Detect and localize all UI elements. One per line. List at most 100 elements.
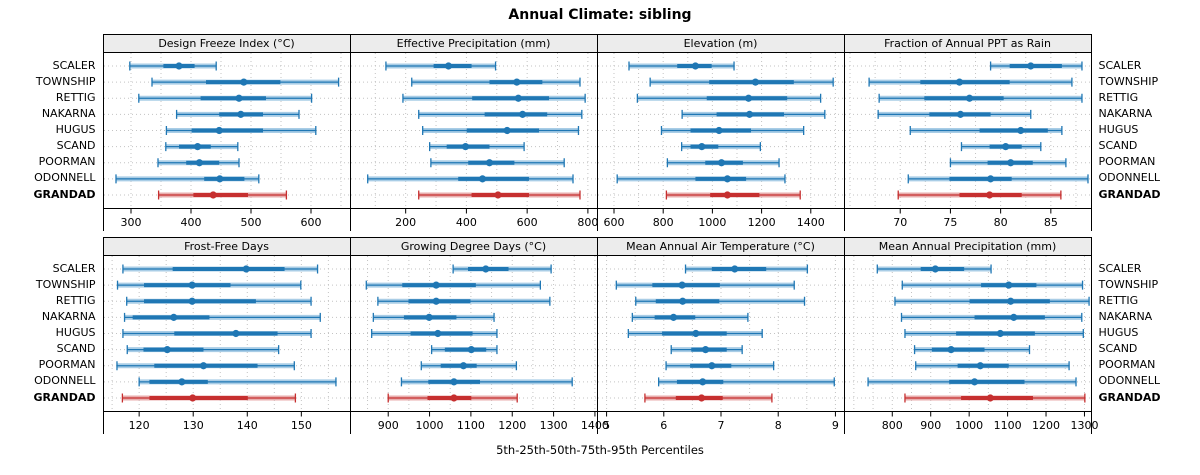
tick-label: 1200 — [1032, 419, 1060, 432]
tick-label: 400 — [455, 216, 476, 229]
row-label-hugus: HUGUS — [1098, 326, 1139, 339]
panel-row-top: SCALER TOWNSHIP RETTIG NAKARNA HUGUS SCAND POO… — [0, 34, 1200, 231]
x-axis: 600 800 1000 1200 1400 — [598, 209, 844, 231]
row-label-poorman: POORMAN — [38, 358, 96, 372]
panel-strip-title: Effective Precipitation (mm) — [350, 34, 597, 53]
interval-row-grandad — [121, 393, 296, 403]
x-axis: 900 1000 1100 1200 1300 1400 — [351, 412, 608, 434]
row-label-scand: SCAND — [1098, 342, 1138, 356]
plot-area — [350, 53, 597, 209]
interval-row-odonnell — [657, 377, 835, 387]
tick-label: 1100 — [993, 419, 1021, 432]
interval-row-scand — [960, 142, 1041, 152]
interval-row-hugus — [370, 329, 498, 338]
tick-label: 400 — [180, 216, 201, 229]
tick-label: 300 — [120, 216, 141, 229]
panel-mean-annual-precipitation-mm: Mean Annual Precipitation (mm) 800 900 1000… — [843, 237, 1098, 434]
tick-label: 6 — [660, 419, 667, 432]
interval-row-township — [410, 77, 581, 87]
tick-label: 8 — [774, 419, 781, 432]
x-axis-svg: 5 6 7 8 9 — [603, 412, 838, 432]
x-axis: 800 900 1000 1100 1200 1300 — [845, 412, 1098, 434]
tick-label: 600 — [603, 216, 624, 229]
panel-strip-title: Fraction of Annual PPT as Rain — [844, 34, 1091, 53]
row-label-rettig: RETTIG — [55, 90, 96, 104]
interval-row-hugus — [627, 329, 763, 338]
tick-label: 500 — [240, 216, 261, 229]
row-label-nakarna: NAKARNA — [1098, 309, 1153, 323]
tick-label: 900 — [377, 419, 398, 432]
panel-strip-title: Mean Annual Air Temperature (°C) — [597, 237, 844, 256]
panel-strip-title: Design Freeze Index (°C) — [103, 34, 350, 53]
row-label-township: TOWNSHIP — [35, 74, 96, 88]
row-label-scaler: SCALER — [52, 261, 96, 275]
interval-row-odonnell — [907, 174, 1089, 184]
plot-area-svg — [103, 256, 350, 411]
interval-row-odonnell — [400, 377, 573, 387]
interval-row-nakarna — [877, 109, 1031, 119]
interval-row-rettig — [125, 296, 312, 306]
interval-row-township — [867, 77, 1073, 87]
tick-label: 5 — [603, 419, 610, 432]
interval-row-nakarna — [680, 109, 825, 119]
interval-row-rettig — [878, 93, 1083, 103]
tick-label: 120 — [128, 419, 149, 432]
tick-label: 600 — [516, 216, 537, 229]
row-label-township: TOWNSHIP — [1098, 74, 1159, 88]
plot-area — [350, 256, 597, 412]
row-label-scand: SCAND — [1098, 139, 1138, 153]
x-axis: 200 400 600 800 — [351, 209, 598, 231]
row-label-hugus: HUGUS — [55, 326, 96, 339]
panel-strip-title: Elevation (m) — [597, 34, 844, 53]
interval-row-scand — [430, 345, 498, 355]
interval-row-scaler — [128, 61, 217, 71]
interval-row-nakarna — [372, 312, 495, 322]
x-axis-label: 5th-25th-50th-75th-95th Percentiles — [496, 443, 704, 457]
x-axis: 70 75 80 85 — [845, 209, 1091, 231]
tick-label: 600 — [300, 216, 321, 229]
interval-row-grandad — [897, 190, 1062, 200]
interval-row-scand — [680, 142, 761, 152]
x-axis: 300 400 500 600 — [104, 209, 350, 231]
interval-row-poorman — [156, 158, 240, 168]
interval-row-hugus — [903, 329, 1084, 338]
tick-label: 75 — [943, 216, 957, 229]
row-label-nakarna: NAKARNA — [1098, 106, 1153, 120]
row-label-hugus: HUGUS — [1098, 123, 1139, 136]
interval-row-grandad — [665, 190, 801, 200]
interval-row-odonnell — [866, 377, 1077, 387]
interval-row-poorman — [949, 158, 1067, 168]
panel-elevation-m: Elevation (m) 600 800 1000 1200 1400 — [596, 34, 844, 231]
tick-label: 7 — [717, 419, 724, 432]
interval-row-township — [901, 280, 1083, 290]
interval-row-township — [615, 280, 795, 290]
row-label-grandad: GRANDAD — [1098, 390, 1161, 404]
plot-area-svg — [597, 53, 844, 208]
interval-row-scand — [164, 142, 238, 152]
row-label-scaler: SCALER — [52, 58, 96, 72]
interval-row-hugus — [421, 126, 579, 135]
row-label-grandad: GRANDAD — [1098, 187, 1161, 201]
x-axis-svg: 800 900 1000 1100 1200 1300 — [881, 412, 1098, 432]
interval-row-scaler — [384, 61, 496, 71]
x-axis-svg: 200 400 600 800 — [395, 209, 598, 229]
interval-row-rettig — [137, 93, 312, 103]
interval-row-scaler — [989, 61, 1083, 71]
panel-strip-title: Frost-Free Days — [103, 237, 350, 256]
plot-area — [103, 53, 350, 209]
interval-row-nakarna — [123, 312, 321, 322]
panel-growing-degree-days-c: Growing Degree Days (°C) 900 1000 1100 1200 1… — [349, 237, 608, 434]
row-label-grandad: GRANDAD — [33, 390, 96, 404]
x-axis: 120 130 140 150 — [104, 412, 350, 434]
tick-label: 9 — [831, 419, 838, 432]
panel-fraction-of-annual-ppt-as-rain: Fraction of Annual PPT as Rain 70 75 80 85 — [843, 34, 1092, 231]
interval-row-poorman — [115, 361, 295, 371]
row-label-rettig: RETTIG — [55, 293, 96, 307]
interval-row-scaler — [876, 264, 992, 274]
interval-row-township — [649, 77, 834, 87]
tick-label: 150 — [290, 419, 311, 432]
interval-row-hugus — [660, 126, 804, 135]
x-axis-svg: 70 75 80 85 — [893, 209, 1057, 229]
tick-label: 1100 — [456, 419, 484, 432]
